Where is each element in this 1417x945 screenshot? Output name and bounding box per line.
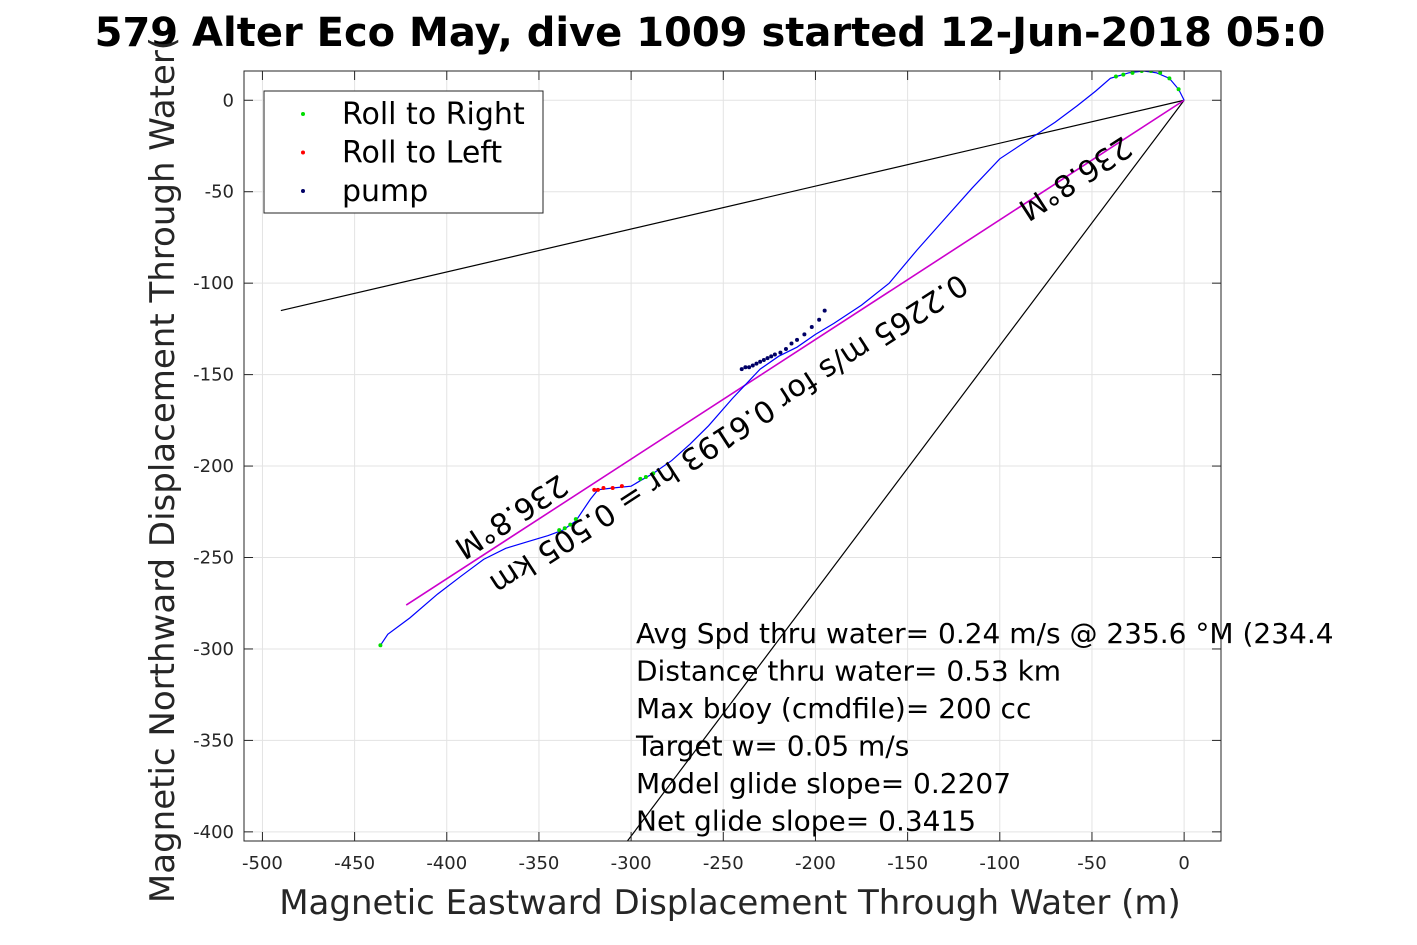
x-tick-label: -150 [887,853,928,874]
pump-point [795,337,800,342]
roll-right-point [1158,71,1163,75]
stat-line-2: Distance thru water= 0.53 km [636,655,1061,688]
x-tick-label: -500 [242,853,283,874]
roll-right-point [573,517,578,522]
y-tick-label: -100 [193,273,234,294]
chart-title: 579 Alter Eco May, dive 1009 started 12-… [95,10,1326,56]
y-tick-label: -200 [193,456,234,477]
roll-right-point [1121,72,1126,77]
y-tick-label: -400 [193,822,234,843]
pump-point [817,317,822,322]
x-tick-label: -400 [426,853,467,874]
markers [378,71,1181,648]
pump-point [754,361,759,366]
y-tick-label: -250 [193,548,234,569]
pump-point [743,365,748,370]
roll-right-point [1167,76,1172,81]
reference-line-2 [626,99,1185,841]
roll-right-point [638,476,643,481]
axis-ticks: -500 -450 -400 -350 -300 -250 -200 -150 -100 -50 0… [193,71,1221,874]
roll-left-point [610,486,615,491]
stat-line-4: Target w= 0.05 m/s [635,730,909,763]
roll-right-point [1176,87,1181,92]
legend-marker [301,150,305,155]
stat-line-5: Model glide slope= 0.2207 [636,767,1011,800]
roll-right-point [651,471,656,476]
roll-right-point [1113,74,1118,79]
x-tick-label: 0 [1178,853,1189,874]
pump-point [750,363,755,368]
x-tick-label: -300 [611,853,652,874]
x-tick-label: -100 [979,853,1020,874]
pump-point [747,365,752,370]
y-axis-label: Magnetic Northward Displacement Through … [143,37,183,903]
roll-right-point [557,528,562,533]
plot-frame [243,70,1222,842]
pump-point [772,352,777,357]
pump-point [761,357,766,362]
reference-lines [280,99,1185,841]
legend-marker [301,112,305,116]
y-tick-label: -350 [193,730,234,751]
roll-right-point [643,475,648,480]
roll-right-point [378,643,383,648]
reference-line-3 [405,99,1185,606]
pump-point [802,332,807,337]
y-tick-label: -50 [205,182,234,203]
pump-point [778,350,783,355]
pump-point [789,341,794,346]
stat-line-6: Net glide slope= 0.3415 [636,805,976,838]
pump-point [739,367,744,372]
x-tick-label: -350 [519,853,560,874]
pump-point [769,354,774,359]
roll-left-point [592,487,597,492]
roll-left-point [601,486,606,491]
pump-point [765,356,770,361]
x-tick-label: -450 [334,853,375,874]
pump-point [783,347,788,352]
roll-left-point [619,484,624,489]
pump-point [809,325,814,330]
y-tick-label: -150 [193,365,234,386]
stat-line-3: Max buoy (cmdfile)= 200 cc [636,692,1031,725]
pump-point [758,359,763,364]
legend-entry-label: pump [342,174,428,209]
legend-entry-label: Roll to Right [342,97,525,132]
legend-marker [301,189,305,193]
roll-left-point [595,487,600,492]
reference-line-1 [280,99,1185,312]
track [379,71,1185,646]
x-tick-label: -250 [703,853,744,874]
roll-right-point [562,526,567,531]
y-tick-label: 0 [223,90,234,111]
legend-entry-label: Roll to Left [342,136,502,171]
x-axis-label: Magnetic Eastward Displacement Through W… [279,883,1181,923]
roll-right-point [1130,71,1135,75]
legend-box [263,90,544,214]
x-tick-label: -50 [1077,853,1106,874]
x-tick-label: -200 [795,853,836,874]
stat-line-1: Avg Spd thru water= 0.24 m/s @ 235.6 °M … [636,617,1334,650]
roll-right-point [568,522,573,527]
pump-point [822,308,827,313]
stats-block: Avg Spd thru water= 0.24 m/s @ 235.6 °M … [635,617,1334,838]
y-tick-label: -300 [193,639,234,660]
dive-track-line [379,71,1185,646]
